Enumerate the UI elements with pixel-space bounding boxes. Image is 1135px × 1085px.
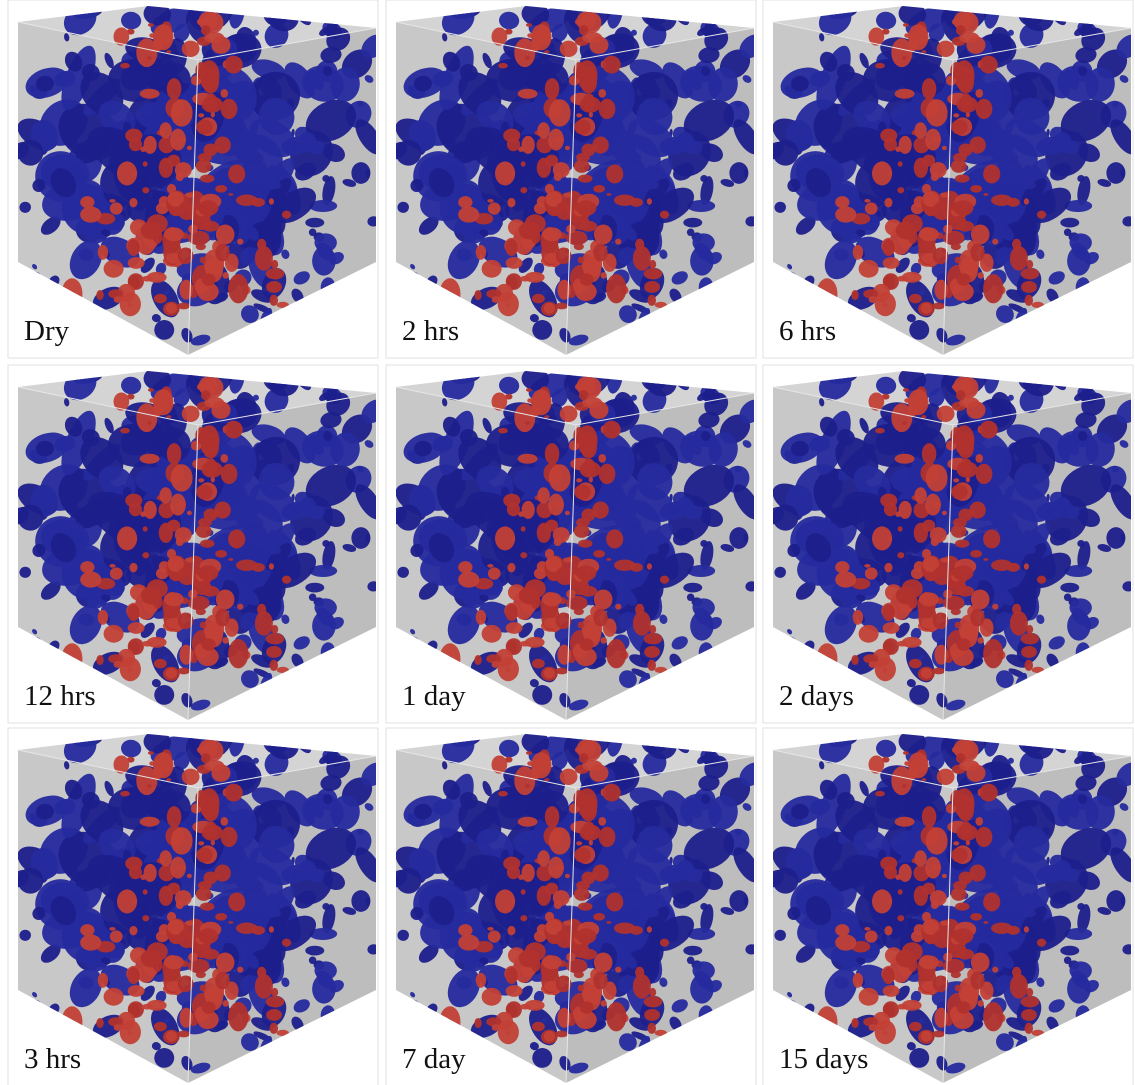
panel-label: 12 hrs — [24, 680, 96, 712]
page: Dry 2 hrs 6 hrs 12 hrs 1 day 2 days 3 hrs 7 day… — [0, 0, 1135, 1085]
panel: 2 hrs — [386, 0, 769, 361]
figure: Dry 2 hrs 6 hrs 12 hrs 1 day 2 days 3 hrs 7 day… — [0, 0, 1135, 1085]
panel: 2 days — [763, 347, 1135, 725]
panel-label: 2 days — [779, 680, 854, 712]
panel: 12 hrs — [8, 347, 391, 725]
panel-label: 6 hrs — [779, 315, 836, 347]
panel: 1 day — [386, 347, 769, 725]
panel: 6 hrs — [763, 0, 1135, 361]
panel-label: 3 hrs — [24, 1043, 81, 1075]
panel-label: 15 days — [779, 1043, 868, 1075]
panel-label: 2 hrs — [402, 315, 459, 347]
panel: 15 days — [763, 710, 1135, 1085]
panel-grid: Dry 2 hrs 6 hrs 12 hrs 1 day 2 days 3 hrs 7 day… — [8, 0, 1135, 1085]
panel: 7 day — [386, 710, 769, 1085]
panel-label: 1 day — [402, 680, 466, 712]
panel: 3 hrs — [8, 710, 391, 1085]
panel: Dry — [8, 0, 391, 361]
panel-label: Dry — [24, 315, 70, 347]
panel-label: 7 day — [402, 1043, 466, 1075]
